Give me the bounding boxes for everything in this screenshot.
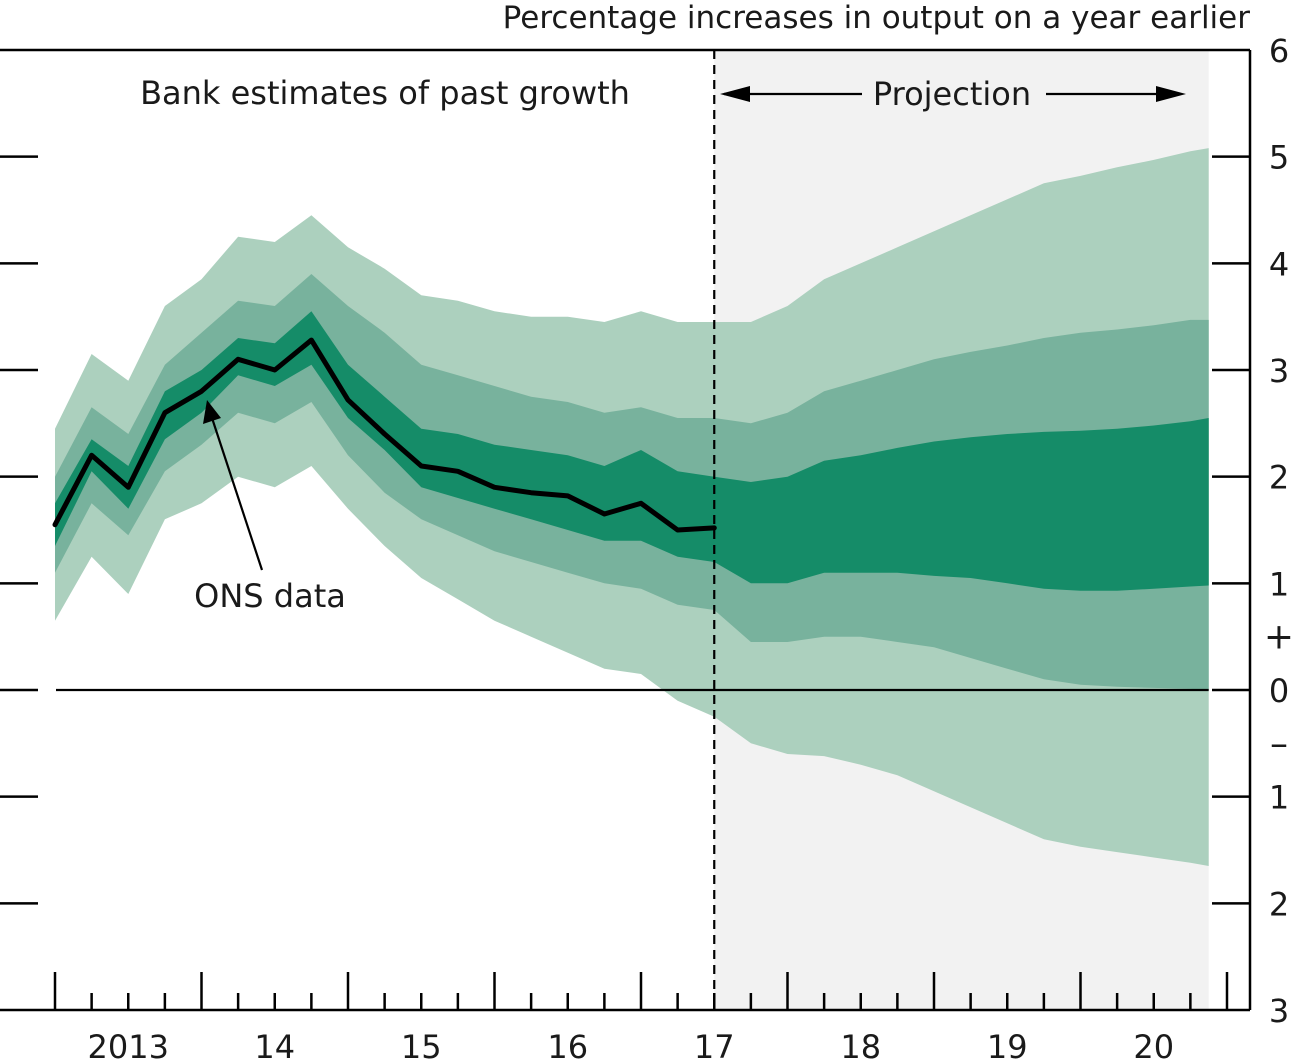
pointer-arrowhead-icon bbox=[203, 400, 221, 424]
y-tick-label: 3 bbox=[1269, 352, 1289, 390]
y-tick-label: 3 bbox=[1269, 992, 1289, 1030]
x-tick-label: 16 bbox=[547, 1028, 588, 1062]
x-tick-label: 20 bbox=[1133, 1028, 1174, 1062]
x-tick-label: 14 bbox=[254, 1028, 295, 1062]
arrow-right-icon bbox=[1156, 86, 1186, 102]
y-tick-label: 1 bbox=[1269, 779, 1289, 817]
axes: 6 5 4 3 2 1 0 1 2 3 + – 2013 14 15 16 17 18 19 20 bbox=[0, 32, 1294, 1062]
ons-data-label: ONS data bbox=[194, 577, 346, 615]
y-tick-label: 2 bbox=[1269, 459, 1289, 497]
plus-sign: + bbox=[1264, 617, 1294, 658]
x-tick-label: 18 bbox=[840, 1028, 881, 1062]
y-tick-label: 2 bbox=[1269, 885, 1289, 923]
y-tick-label: 1 bbox=[1269, 565, 1289, 603]
x-tick-label: 2013 bbox=[88, 1028, 169, 1062]
ons-data-line bbox=[52, 337, 717, 533]
x-tick-label: 19 bbox=[987, 1028, 1028, 1062]
inner-band bbox=[55, 311, 1209, 591]
y-tick-label: 0 bbox=[1269, 672, 1289, 710]
y-tick-label: 4 bbox=[1269, 245, 1289, 283]
arrow-left-icon bbox=[720, 86, 750, 102]
past-estimates-annotation: Bank estimates of past growth bbox=[140, 74, 630, 112]
ons-series bbox=[52, 337, 717, 533]
y-tick-label: 6 bbox=[1269, 32, 1289, 70]
x-tick-label: 15 bbox=[401, 1028, 442, 1062]
projection-annotation: Projection bbox=[873, 75, 1031, 113]
y-tick-label: 5 bbox=[1269, 139, 1289, 177]
ons-data-pointer bbox=[203, 400, 264, 571]
projection-arrow bbox=[720, 86, 1186, 102]
chart-title: Percentage increases in output on a year… bbox=[503, 0, 1251, 36]
x-tick-label: 17 bbox=[694, 1028, 735, 1062]
minus-sign: – bbox=[1270, 723, 1288, 764]
